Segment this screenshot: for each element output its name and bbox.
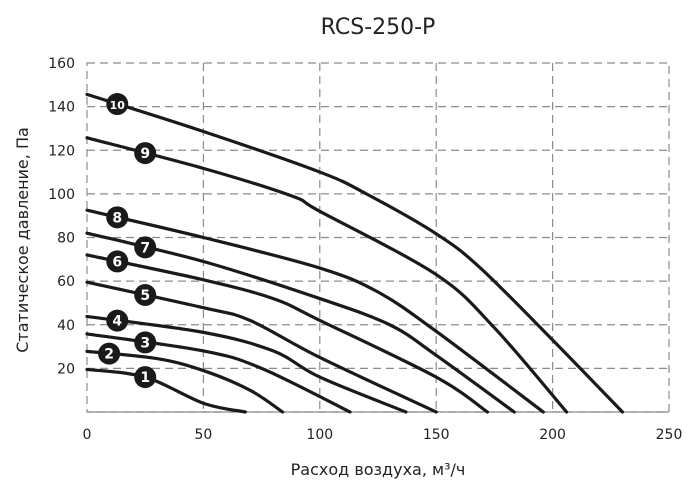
series-marker-2 <box>98 342 121 365</box>
series-label-2: 2 <box>104 347 114 363</box>
x-tick-label: 100 <box>306 427 333 443</box>
x-tick-label: 250 <box>656 427 683 443</box>
y-tick-label: 40 <box>57 318 75 334</box>
axes: 0 50 100 150 200 250 20 40 60 80 100 120 140 160 <box>48 56 682 443</box>
series-label-7: 7 <box>140 240 150 256</box>
y-tick-label: 80 <box>57 231 75 247</box>
chart-title: RCS-250-P <box>321 15 436 40</box>
series-label-4: 4 <box>112 314 122 330</box>
series-marker-9 <box>134 142 157 165</box>
series-line-10 <box>85 92 625 414</box>
series-marker-10 <box>106 93 129 116</box>
series-label-10: 10 <box>110 99 126 112</box>
series-marker-6 <box>106 250 129 273</box>
series-line-6 <box>85 253 490 414</box>
y-tick-label: 120 <box>48 143 75 159</box>
series-label-9: 9 <box>140 146 150 162</box>
x-tick-label: 150 <box>423 427 450 443</box>
series-label-5: 5 <box>140 288 150 304</box>
series-label-3: 3 <box>140 335 150 351</box>
x-tick-label: 200 <box>539 427 566 443</box>
x-tick-label: 0 <box>83 427 92 443</box>
y-tick-label: 20 <box>57 361 75 377</box>
series-line-7 <box>85 231 516 414</box>
y-axis-label: Статическое давление, Па <box>13 127 32 353</box>
series-marker-4 <box>106 309 129 332</box>
x-axis-label: Расход воздуха, м³/ч <box>291 460 466 479</box>
series-line-9 <box>85 136 569 414</box>
series-line-1 <box>85 367 247 414</box>
y-tick-label: 140 <box>48 100 75 116</box>
series-label-1: 1 <box>140 370 150 386</box>
grid <box>86 62 670 413</box>
series-marker-5 <box>134 283 157 306</box>
series-labels: 1 2 3 4 5 6 7 8 9 10 <box>98 93 157 389</box>
y-tick-label: 160 <box>48 56 75 72</box>
series-marker-8 <box>106 206 129 229</box>
y-tick-label: 60 <box>57 274 75 290</box>
series-line-3 <box>85 332 352 414</box>
series-line-2 <box>85 349 285 414</box>
x-tick-label: 50 <box>194 427 212 443</box>
series-label-8: 8 <box>112 210 122 226</box>
series-marker-3 <box>134 331 157 354</box>
series-line-8 <box>85 208 545 414</box>
series-marker-1 <box>134 366 157 389</box>
series-line-4 <box>85 314 408 414</box>
series-label-6: 6 <box>112 254 122 270</box>
y-tick-label: 100 <box>48 187 75 203</box>
series-lines <box>85 92 625 414</box>
series-marker-7 <box>134 236 157 259</box>
series-line-5 <box>85 280 438 414</box>
